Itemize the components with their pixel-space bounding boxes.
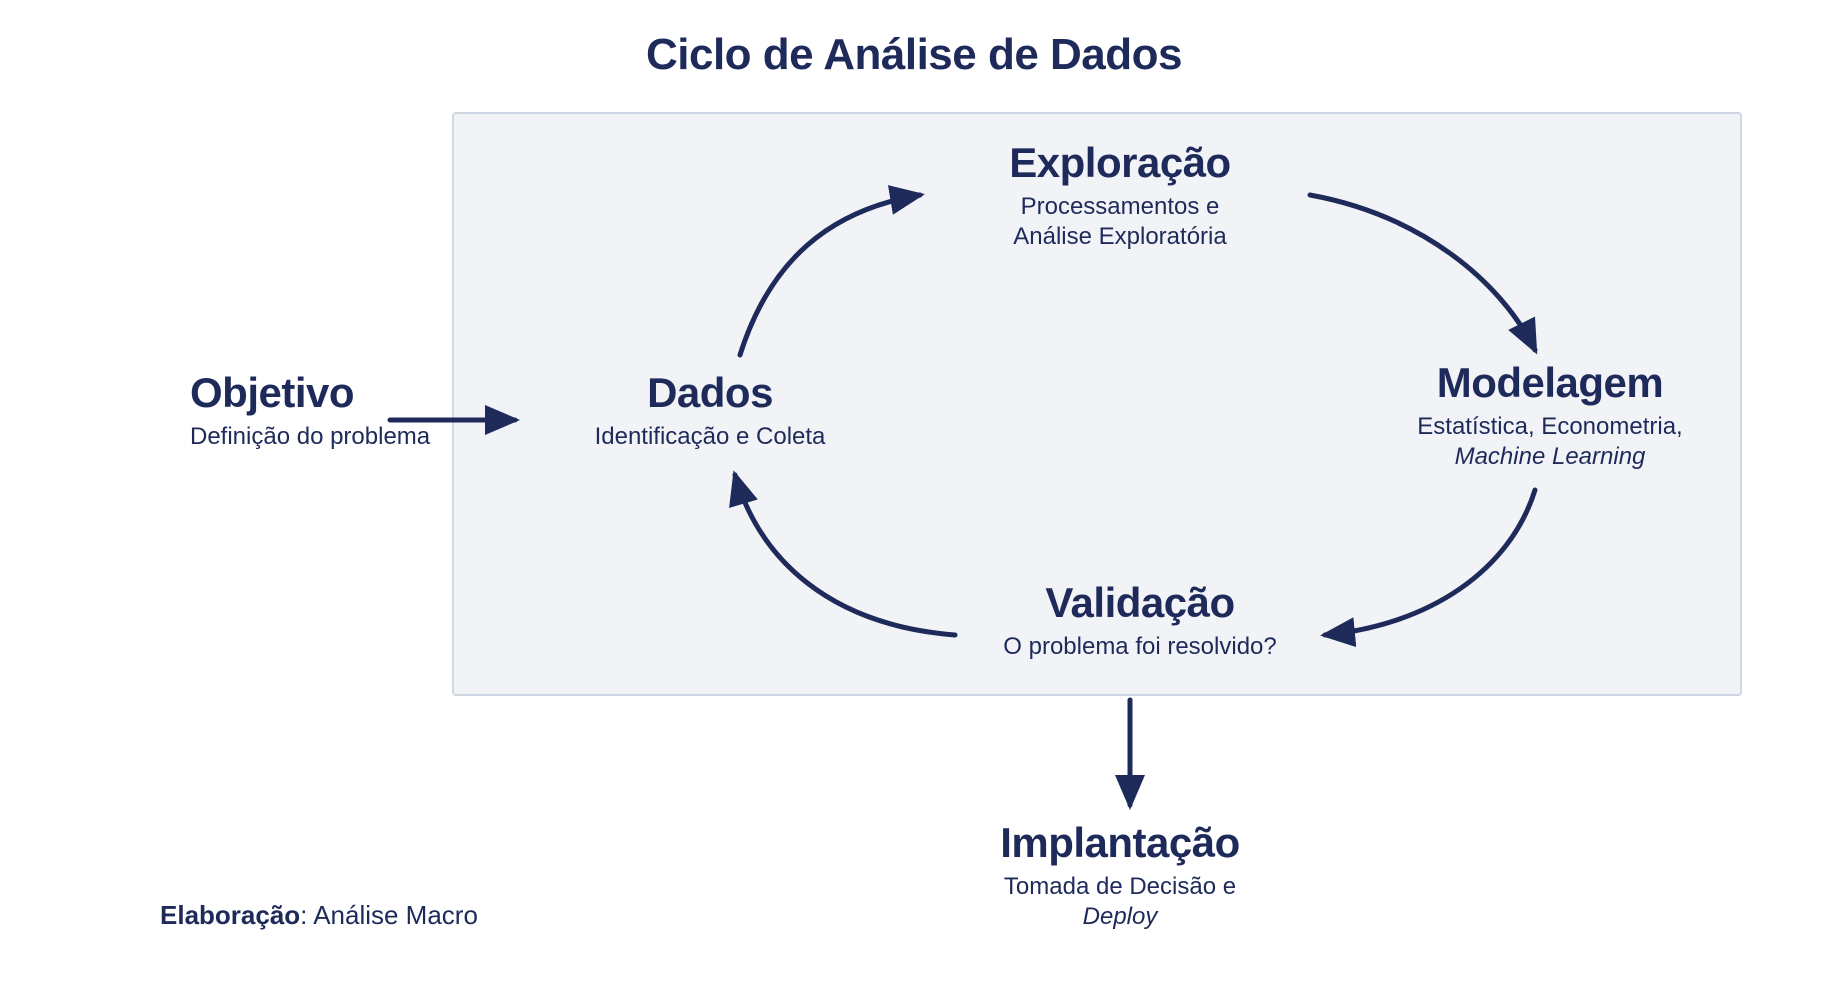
- node-validacao: Validação O problema foi resolvido?: [960, 580, 1320, 662]
- attribution-label: Elaboração: [160, 900, 300, 930]
- attribution-value: Análise Macro: [313, 900, 478, 930]
- node-exploracao: Exploração Processamentos e Análise Expl…: [940, 140, 1300, 252]
- node-validacao-subtitle: O problema foi resolvido?: [960, 632, 1320, 662]
- attribution: Elaboração: Análise Macro: [160, 900, 478, 931]
- node-dados-title: Dados: [550, 370, 870, 416]
- diagram-title: Ciclo de Análise de Dados: [0, 30, 1828, 80]
- node-implantacao: Implantação Tomada de Decisão e Deploy: [930, 820, 1310, 932]
- node-exploracao-sub-line2: Análise Exploratória: [1013, 223, 1226, 250]
- diagram-canvas: Ciclo de Análise de Dados Objetivo Defin…: [0, 0, 1828, 1000]
- node-modelagem-title: Modelagem: [1370, 360, 1730, 406]
- node-modelagem-subtitle: Estatística, Econometria, Machine Learni…: [1370, 412, 1730, 472]
- node-implantacao-title: Implantação: [930, 820, 1310, 866]
- node-exploracao-title: Exploração: [940, 140, 1300, 186]
- node-modelagem-sub-line1: Estatística, Econometria,: [1417, 413, 1682, 440]
- node-modelagem-sub-line2: Machine Learning: [1455, 443, 1646, 470]
- attribution-sep: :: [300, 900, 313, 930]
- node-objetivo-title: Objetivo: [190, 370, 490, 416]
- node-exploracao-subtitle: Processamentos e Análise Exploratória: [940, 192, 1300, 252]
- node-implantacao-sub-line2: Deploy: [1083, 903, 1158, 930]
- node-validacao-title: Validação: [960, 580, 1320, 626]
- node-modelagem: Modelagem Estatística, Econometria, Mach…: [1370, 360, 1730, 472]
- node-dados: Dados Identificação e Coleta: [550, 370, 870, 452]
- node-implantacao-subtitle: Tomada de Decisão e Deploy: [930, 872, 1310, 932]
- node-implantacao-sub-line1: Tomada de Decisão e: [1004, 873, 1236, 900]
- node-dados-subtitle: Identificação e Coleta: [550, 422, 870, 452]
- node-exploracao-sub-line1: Processamentos e: [1021, 193, 1220, 220]
- node-objetivo-subtitle: Definição do problema: [190, 422, 490, 452]
- node-objetivo: Objetivo Definição do problema: [190, 370, 490, 452]
